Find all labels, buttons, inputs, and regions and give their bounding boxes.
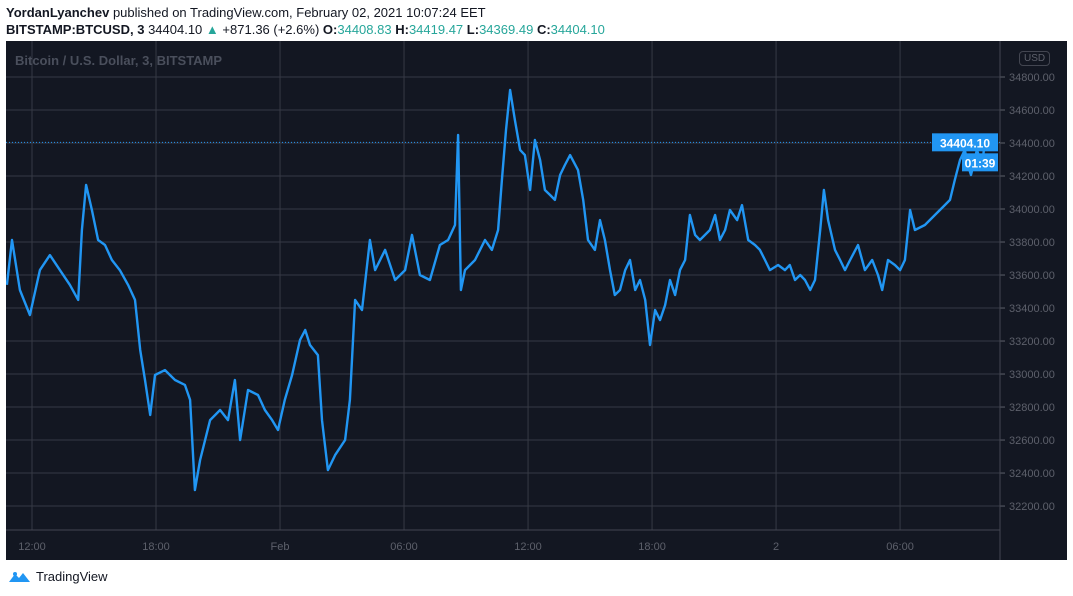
y-tick-label: 34400.00 <box>1009 138 1055 150</box>
author[interactable]: YordanLyanchev <box>6 5 110 20</box>
open-label: O: <box>322 22 338 37</box>
x-tick-label: Feb <box>271 541 290 553</box>
y-tick-label: 33800.00 <box>1009 237 1055 249</box>
publish-info: YordanLyanchev published on TradingView.… <box>6 5 486 20</box>
y-tick-label: 32800.00 <box>1009 402 1055 414</box>
high-label: H: <box>395 22 409 37</box>
change: +871.36 (+2.6%) <box>222 22 320 37</box>
footer-brand[interactable]: TradingView <box>8 569 108 584</box>
symbol: BITSTAMP:BTCUSD, 3 <box>6 22 145 37</box>
close-label: C: <box>536 22 551 37</box>
y-tick-label: 33400.00 <box>1009 303 1055 315</box>
x-tick-label: 06:00 <box>886 541 914 553</box>
price-line-series <box>6 88 986 492</box>
y-tick-label: 33600.00 <box>1009 270 1055 282</box>
countdown-badge <box>962 153 998 172</box>
chart-title: Bitcoin / U.S. Dollar, 3, BITSTAMP <box>15 53 223 68</box>
x-tick-label: 06:00 <box>390 541 418 553</box>
ohlc-legend: BITSTAMP:BTCUSD, 3 34404.10 ▲ +871.36 (+… <box>6 22 605 37</box>
y-tick-label: 34000.00 <box>1009 204 1055 216</box>
y-tick-label: 32400.00 <box>1009 468 1055 480</box>
low-label: L: <box>466 22 480 37</box>
x-tick-label: 12:00 <box>18 541 46 553</box>
y-tick-label: 32600.00 <box>1009 435 1055 447</box>
last-price-label: 34404.10 <box>940 136 990 150</box>
high-value: 34419.47 <box>408 22 464 37</box>
up-arrow-icon: ▲ <box>205 22 219 37</box>
open-value: 34408.83 <box>337 22 392 37</box>
y-tick-label: 33000.00 <box>1009 369 1055 381</box>
last-price: 34404.10 <box>148 22 203 37</box>
y-tick-label: 34200.00 <box>1009 171 1055 183</box>
countdown-label: 01:39 <box>965 156 996 170</box>
published-text: published on TradingView.com, February 0… <box>112 5 486 20</box>
brand-name: TradingView <box>36 569 108 584</box>
x-tick-label: 18:00 <box>142 541 170 553</box>
last-price-badge <box>932 133 998 152</box>
low-value: 34369.49 <box>479 22 534 37</box>
close-value: 34404.10 <box>550 22 605 37</box>
x-tick-label: 12:00 <box>514 541 542 553</box>
y-tick-label: 34600.00 <box>1009 105 1055 117</box>
tradingview-logo-icon <box>9 571 30 582</box>
y-tick-label: 32200.00 <box>1009 501 1055 513</box>
price-chart[interactable]: 32200.00 32400.00 32600.00 32800.00 33000.00… <box>6 41 1067 560</box>
chart-panel[interactable]: 32200.00 32400.00 32600.00 32800.00 33000.00… <box>6 41 1067 560</box>
currency-button[interactable]: USD <box>1019 51 1051 66</box>
y-tick-label: 34800.00 <box>1009 72 1055 84</box>
x-tick-label: 18:00 <box>638 541 666 553</box>
x-tick-label: 2 <box>773 541 779 553</box>
y-tick-label: 33200.00 <box>1009 336 1055 348</box>
